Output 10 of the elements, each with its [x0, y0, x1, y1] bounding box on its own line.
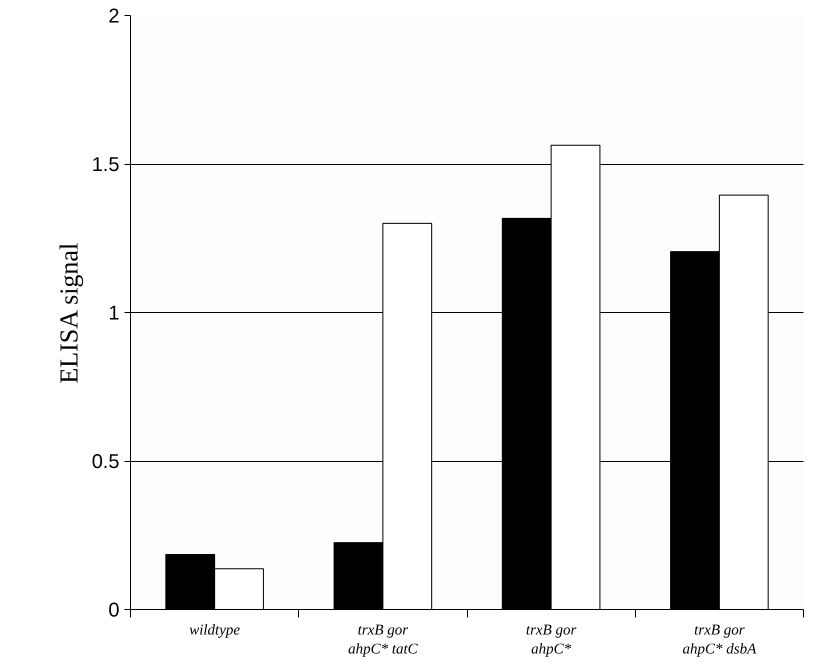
y-axis-title: ELISA signal	[54, 242, 84, 384]
y-tick-label: 1	[108, 302, 120, 324]
y-tick-label: 1.5	[92, 154, 120, 176]
x-tick-label: trxB gor ahpC* dsbA	[682, 622, 758, 658]
x-tick-label: wildtype	[189, 622, 240, 638]
x-tick-label: trxB gor ahpC* tatC	[348, 622, 419, 658]
y-tick-label: 0	[108, 600, 120, 622]
x-tick-label: trxB gor ahpC*	[526, 622, 576, 658]
y-tick-label: 0.5	[92, 451, 120, 473]
y-tick-label: 2	[108, 6, 120, 28]
